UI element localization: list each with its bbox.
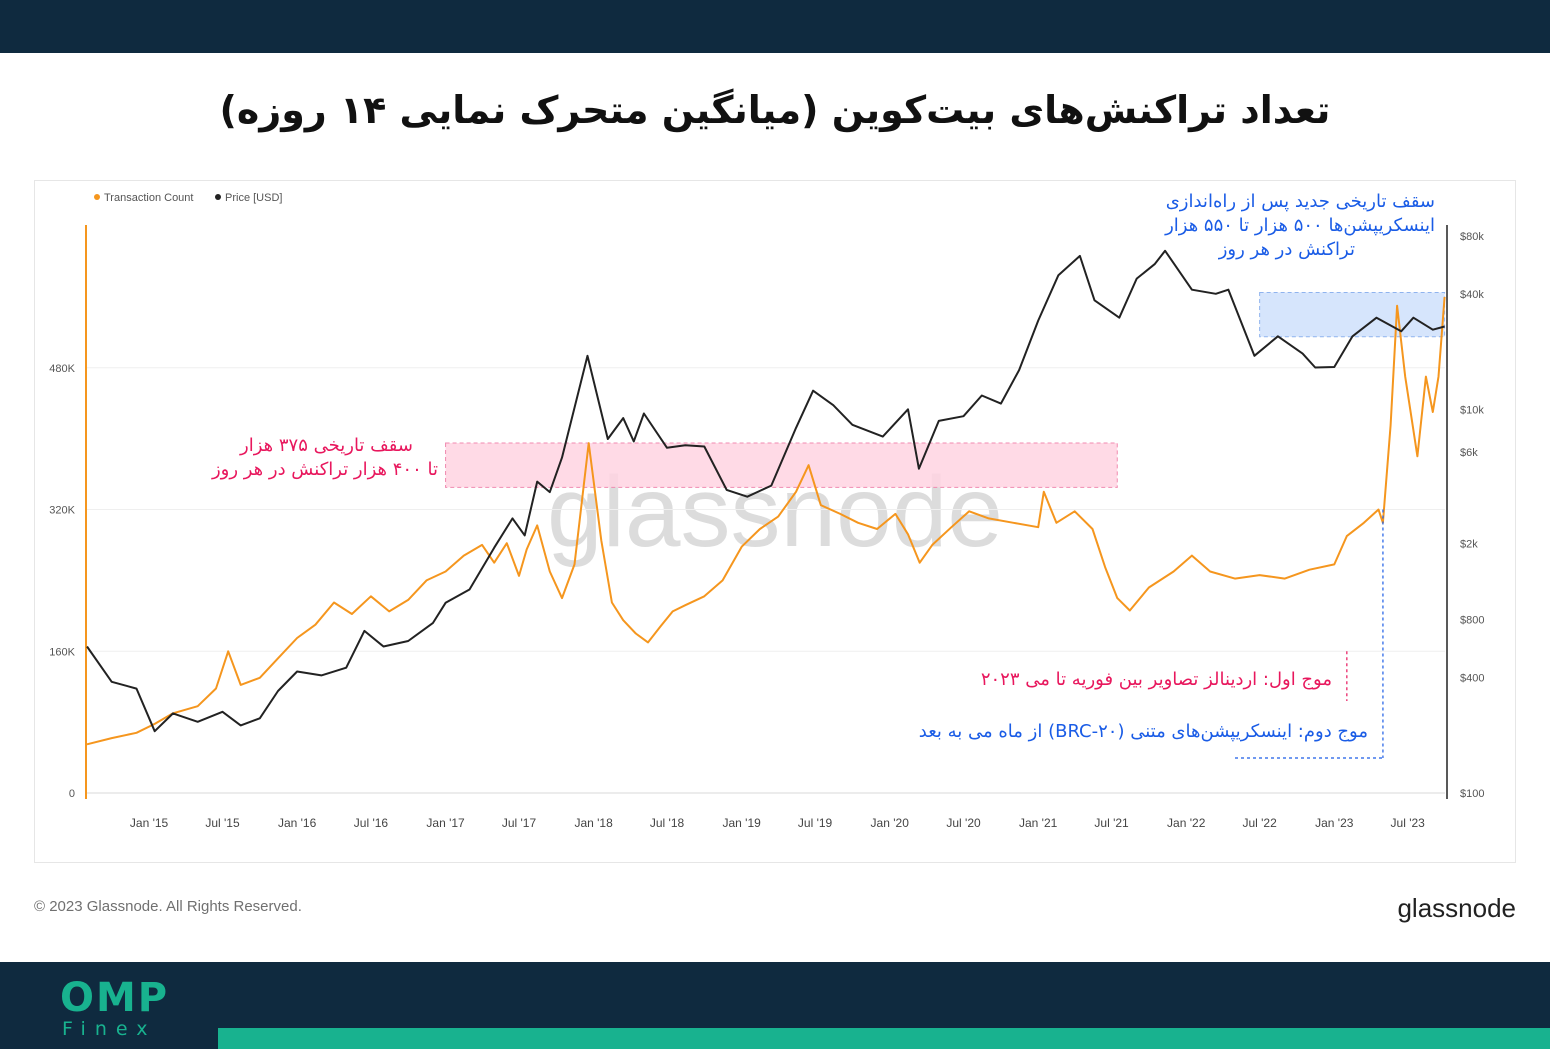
- x-tick-label: Jul '22: [1242, 816, 1277, 830]
- highlight-band-blue: [1259, 291, 1446, 338]
- y-right-tick-label: $80k: [1460, 231, 1484, 243]
- x-tick-label: Jan '16: [278, 816, 317, 830]
- y-right-tick-label: $6k: [1460, 447, 1478, 459]
- x-tick-label: Jul '20: [946, 816, 981, 830]
- top-bar: [0, 0, 1550, 53]
- legend-label: Price [USD]: [225, 192, 282, 204]
- legend-dot: [94, 194, 100, 200]
- y-right-tick-label: $100: [1460, 788, 1484, 800]
- x-tick-label: Jan '19: [722, 816, 761, 830]
- y-right-tick-label: $800: [1460, 615, 1484, 627]
- bottom-accent-bar: [218, 1028, 1550, 1049]
- chart-frame: glassnode 0 160K 320K 480K $100 $400 $800 $2k $6k…: [34, 180, 1516, 863]
- brand-sub: Finex: [62, 1018, 157, 1040]
- legend-dot: [215, 194, 221, 200]
- y-left-tick-label: 160K: [49, 646, 75, 658]
- annotation-line: سقف تاریخی ۳۷۵ هزار: [240, 435, 413, 456]
- x-tick-label: Jan '17: [426, 816, 465, 830]
- chart: glassnode0160K320K480K$100$400$800$2k$6k…: [49, 192, 1484, 830]
- x-tick-label: Jan '21: [1019, 816, 1058, 830]
- omp-finex-logo: OMP Finex: [60, 978, 169, 1040]
- annotation-new-ath: سقف تاریخی جدید پس از راه‌اندازی اینسکری…: [1165, 190, 1435, 262]
- y-left-tick-label: 0: [69, 788, 75, 800]
- y-left-tick-label: 480K: [49, 363, 75, 375]
- x-tick-label: Jul '17: [502, 816, 537, 830]
- annotation-previous-ath: سقف تاریخی ۳۷۵ هزار تا ۴۰۰ هزار تراکنش د…: [212, 434, 438, 482]
- annotation-line: اینسکریپشن‌ها ۵۰۰ هزار تا ۵۵۰ هزار: [1165, 215, 1435, 236]
- y-right-tick-label: $40k: [1460, 289, 1484, 301]
- x-tick-label: Jul '19: [798, 816, 833, 830]
- series-line-transaction-count: [86, 296, 1446, 746]
- highlight-band-pink: [445, 442, 1118, 488]
- x-tick-label: Jan '18: [574, 816, 613, 830]
- y-right-tick-label: $10k: [1460, 404, 1484, 416]
- brand-main: OMP: [60, 975, 170, 1021]
- glassnode-logo: glassnode: [1397, 893, 1516, 923]
- y-right-tick-label: $400: [1460, 672, 1484, 684]
- annotation-line: سقف تاریخی جدید پس از راه‌اندازی: [1165, 191, 1435, 212]
- annotation-wave-2: موج دوم: اینسکریپشن‌های متنی (BRC-۲۰) از…: [918, 721, 1368, 742]
- x-tick-label: Jul '23: [1391, 816, 1426, 830]
- x-tick-label: Jul '21: [1094, 816, 1129, 830]
- x-tick-label: Jan '22: [1167, 816, 1206, 830]
- y-right-tick-label: $2k: [1460, 538, 1478, 550]
- copyright-text: © 2023 Glassnode. All Rights Reserved.: [34, 898, 302, 915]
- x-tick-label: Jan '23: [1315, 816, 1354, 830]
- x-tick-label: Jul '18: [650, 816, 685, 830]
- x-tick-label: Jan '20: [871, 816, 910, 830]
- x-tick-label: Jul '16: [354, 816, 389, 830]
- legend-label: Transaction Count: [104, 192, 193, 204]
- series-line-price: [86, 249, 1445, 733]
- page-title: تعداد تراکنش‌های بیت‌کوین (میانگین متحرک…: [219, 88, 1331, 132]
- annotation-line: تا ۴۰۰ هزار تراکنش در هر روز: [211, 459, 438, 480]
- x-tick-label: Jan '15: [130, 816, 169, 830]
- x-tick-label: Jul '15: [205, 816, 240, 830]
- annotation-wave-1: موج اول: اردینالز تصاویر بین فوریه تا می…: [980, 669, 1332, 690]
- y-left-tick-label: 320K: [49, 505, 75, 517]
- annotation-line: تراکنش در هر روز: [1218, 239, 1355, 260]
